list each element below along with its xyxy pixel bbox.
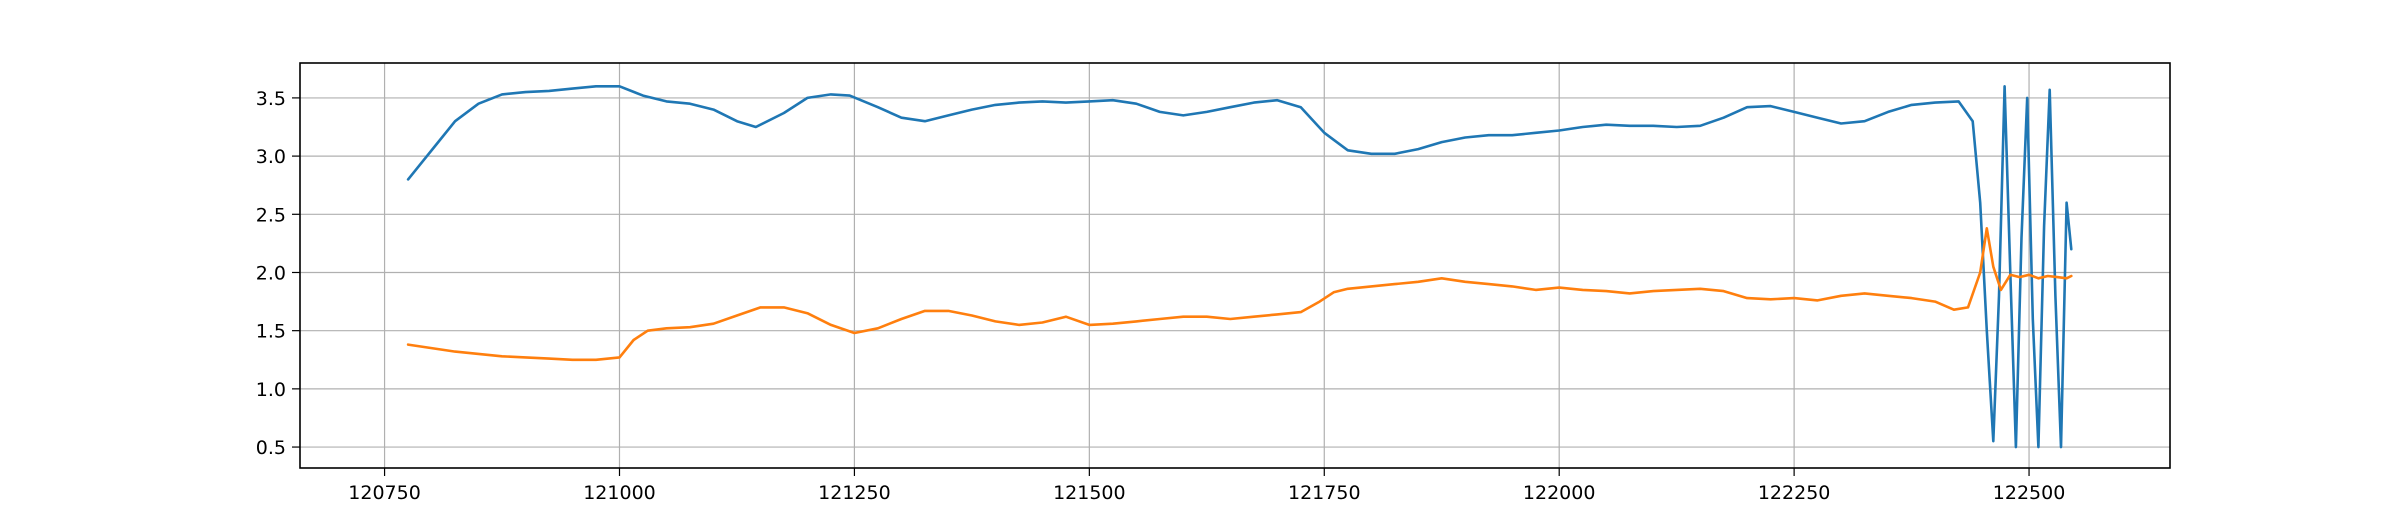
- x-tick-label: 121000: [583, 482, 656, 504]
- x-tick-label: 121500: [1053, 482, 1126, 504]
- y-tick-label: 3.5: [256, 88, 286, 110]
- x-tick-label: 121250: [818, 482, 891, 504]
- x-tick-label: 120750: [348, 482, 421, 504]
- grid-lines: [300, 63, 2170, 468]
- series-line-2: [406, 227, 2073, 362]
- x-tick-label: 122250: [1758, 482, 1831, 504]
- y-axis-ticks: 0.5 1.0 1.5 2.0 2.5 3.0 3.5: [256, 88, 300, 459]
- plot-frame: [299, 62, 2171, 469]
- x-axis-ticks: 120750 121000 121250 121500 121750 122000 1222…: [348, 468, 2065, 504]
- y-tick-label: 1.0: [256, 379, 286, 401]
- y-tick-label: 1.5: [256, 321, 286, 343]
- x-tick-label: 122500: [1993, 482, 2066, 504]
- x-tick-label: 121750: [1288, 482, 1361, 504]
- x-tick-label: 122000: [1523, 482, 1596, 504]
- series-lines: [406, 85, 2073, 449]
- series-line-1: [406, 85, 2073, 449]
- y-tick-label: 2.5: [256, 204, 286, 226]
- y-tick-label: 2.0: [256, 262, 286, 284]
- y-tick-label: 3.0: [256, 146, 286, 168]
- y-tick-label: 0.5: [256, 437, 286, 459]
